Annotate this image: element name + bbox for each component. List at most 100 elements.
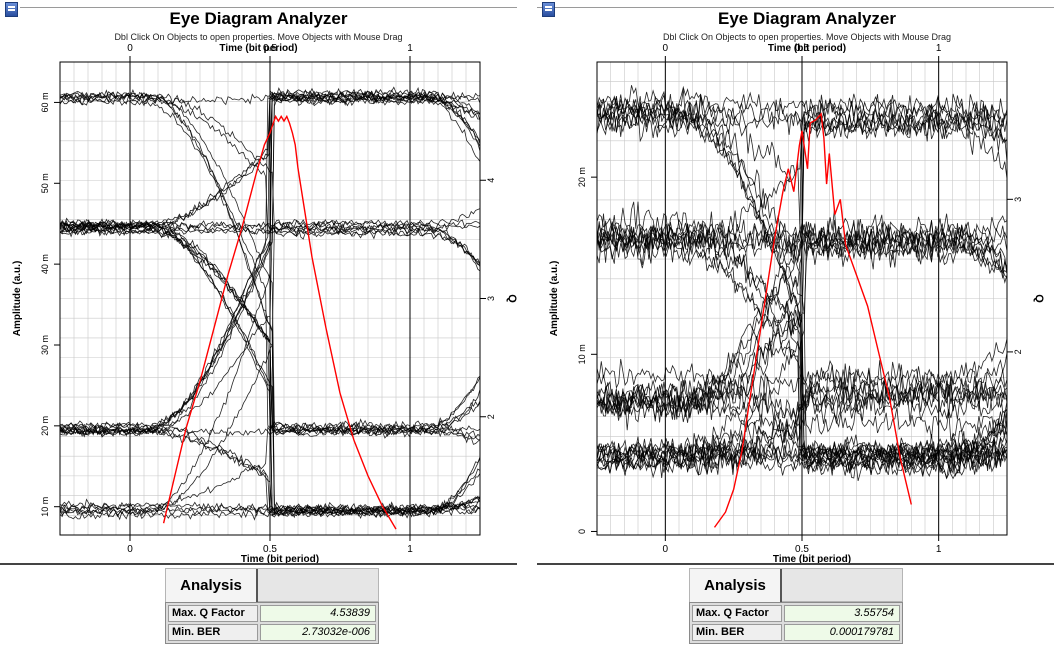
plot-subtitle: Dbl Click On Objects to open properties.… [114, 32, 403, 42]
y-tick-label: 20 m [40, 416, 50, 436]
eye-diagram-panel-right: Eye Diagram Analyzer Dbl Click On Object… [537, 0, 1054, 565]
eye-trace [60, 219, 480, 272]
y2-axis-title: Q [506, 294, 517, 303]
eye-trace [597, 213, 1007, 420]
eye-trace [60, 94, 480, 431]
eye-trace [597, 103, 1007, 469]
plot-frame [596, 61, 1008, 536]
x-tick-label: 0.5 [263, 544, 277, 555]
x-tick-label-top: 0.5 [795, 43, 809, 54]
axis-ticks [54, 56, 486, 541]
eye-trace [60, 219, 480, 439]
eye-trace [60, 91, 480, 267]
y2-tick-label: 3 [486, 296, 496, 301]
analysis-tab-bar: Analysis [689, 568, 903, 602]
x-tick-label: 1 [936, 544, 942, 555]
eye-trace [60, 389, 480, 439]
x-tick-label: 1 [407, 544, 413, 555]
eye-trace [60, 218, 480, 519]
eye-trace [597, 88, 1007, 271]
eye-trace [60, 92, 480, 517]
panel-bottom-border [0, 563, 517, 565]
y-tick-label: 50 m [40, 173, 50, 193]
tab-analysis[interactable]: Analysis [690, 569, 782, 602]
eye-diagram-plot[interactable]: 0 0 0.5 0.5 1 1 10 m 20 m 30 m 40 m 50 m 60 m 2 3 4 Amp… [0, 0, 517, 565]
eye-trace [597, 104, 1007, 482]
tab-analysis[interactable]: Analysis [166, 569, 258, 602]
window-frame-line [537, 7, 1054, 8]
min-ber-value: 0.000179781 [784, 624, 900, 641]
eye-traces [597, 85, 1007, 482]
table-row: Min. BER 2.73032e-006 [168, 624, 376, 642]
table-row: Min. BER 0.000179781 [692, 624, 900, 642]
x-tick-label-top: 0 [663, 43, 669, 54]
plot-title: Eye Diagram Analyzer [718, 9, 896, 28]
y2-tick-label: 2 [486, 414, 496, 419]
eye-trace [60, 91, 480, 436]
q-factor-label: Max. Q Factor [168, 605, 258, 622]
x-tick-label-top: 1 [936, 43, 942, 54]
analysis-table: Max. Q Factor 3.55754 Min. BER 0.0001797… [689, 602, 903, 644]
q-curve-layer [713, 112, 912, 528]
y2-tick-label: 2 [1013, 349, 1023, 354]
q-factor-curve [162, 114, 397, 530]
eye-trace [60, 86, 480, 438]
y2-tick-label: 3 [1013, 197, 1023, 202]
window-frame-line [20, 7, 517, 8]
app-window-icon[interactable] [542, 2, 555, 17]
eye-trace [60, 375, 480, 511]
axis-ticks [591, 56, 1013, 541]
q-factor-value: 4.53839 [260, 605, 376, 622]
eye-trace [597, 409, 1007, 471]
eye-trace [597, 109, 1007, 431]
q-curve-layer [162, 114, 397, 530]
plot-subtitle: Dbl Click On Objects to open properties.… [662, 32, 952, 42]
app-window-icon[interactable] [5, 2, 18, 17]
eye-diagram-panel-left: Eye Diagram Analyzer Dbl Click On Object… [0, 0, 517, 565]
y-axis-title: Amplitude (a.u.) [549, 261, 560, 337]
eye-trace [597, 235, 1007, 468]
y-tick-label: 10 m [577, 344, 587, 364]
eye-diagram-plot[interactable]: 0 0 0.5 0.5 1 1 0 10 m 20 m 2 3 Amplitude (a.u.) Q Ti… [537, 0, 1054, 565]
y-tick-label: 10 m [40, 497, 50, 517]
x-tick-label: 0 [127, 544, 133, 555]
x-axis-title: Time (bit period) [241, 554, 319, 565]
analysis-panel-left: Analysis Max. Q Factor 4.53839 Min. BER … [165, 568, 379, 644]
x-tick-label: 0 [663, 544, 669, 555]
panel-bottom-border [537, 563, 1054, 565]
y-axis-title: Amplitude (a.u.) [12, 261, 23, 337]
eye-trace [597, 369, 1007, 469]
min-ber-label: Min. BER [692, 624, 782, 641]
x-axis-title-top: Time (bit period) [767, 43, 847, 54]
eye-trace [597, 372, 1007, 465]
y2-tick-label: 4 [486, 178, 496, 183]
eye-trace [597, 201, 1007, 472]
eye-trace [597, 221, 1007, 278]
y-tick-label: 20 m [577, 167, 587, 187]
y-tick-label: 0 [577, 529, 587, 534]
table-row: Max. Q Factor 4.53839 [168, 605, 376, 623]
x-axis-title: Time (bit period) [773, 554, 851, 565]
eye-trace [60, 420, 480, 517]
analysis-table: Max. Q Factor 4.53839 Min. BER 2.73032e-… [165, 602, 379, 644]
eye-trace [60, 90, 480, 518]
tick-labels: 0 0 0.5 0.5 1 1 0 10 m 20 m 2 3 [577, 43, 1023, 555]
plot-frame [59, 61, 481, 536]
eye-trace [597, 100, 1007, 395]
eye-trace [597, 93, 1007, 420]
table-row: Max. Q Factor 3.55754 [692, 605, 900, 623]
y2-axis-title: Q [1033, 294, 1045, 303]
y-tick-label: 60 m [40, 92, 50, 112]
y-tick-label: 40 m [40, 254, 50, 274]
x-tick-label-top: 0 [127, 43, 133, 54]
x-tick-label-top: 1 [407, 43, 413, 54]
min-ber-value: 2.73032e-006 [260, 624, 376, 641]
x-axis-title-top: Time (bit period) [219, 43, 298, 54]
x-tick-label: 0.5 [795, 544, 809, 555]
x-tick-label-top: 0.5 [263, 43, 277, 54]
analysis-panel-right: Analysis Max. Q Factor 3.55754 Min. BER … [689, 568, 903, 644]
q-factor-value: 3.55754 [784, 605, 900, 622]
q-factor-label: Max. Q Factor [692, 605, 782, 622]
y-tick-label: 30 m [40, 335, 50, 355]
analysis-tab-bar: Analysis [165, 568, 379, 602]
